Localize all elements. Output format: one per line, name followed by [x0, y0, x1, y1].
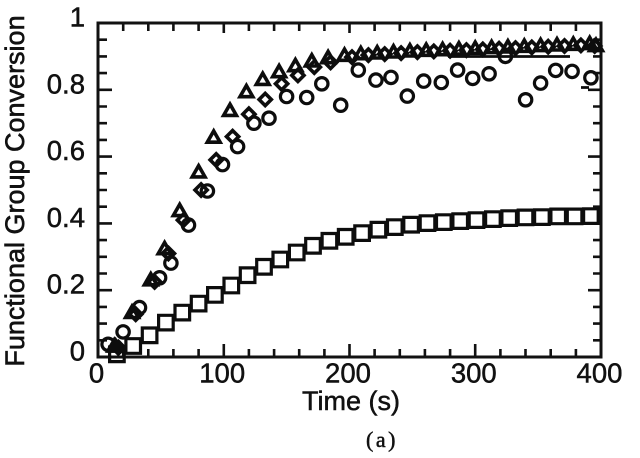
svg-text:1: 1 — [70, 2, 85, 33]
svg-text:0.4: 0.4 — [47, 202, 85, 233]
svg-text:(a): (a) — [366, 427, 398, 452]
svg-text:0.8: 0.8 — [47, 68, 85, 99]
svg-text:100: 100 — [199, 358, 245, 389]
svg-text:200: 200 — [325, 358, 371, 389]
svg-text:0.6: 0.6 — [47, 135, 85, 166]
svg-text:300: 300 — [451, 358, 497, 389]
svg-text:Functional Group Conversion: Functional Group Conversion — [0, 15, 30, 366]
svg-text:0: 0 — [70, 336, 85, 367]
svg-text:0: 0 — [89, 358, 104, 389]
svg-text:Time (s): Time (s) — [302, 386, 400, 416]
svg-text:400: 400 — [577, 358, 623, 389]
svg-text:0.2: 0.2 — [47, 269, 85, 300]
